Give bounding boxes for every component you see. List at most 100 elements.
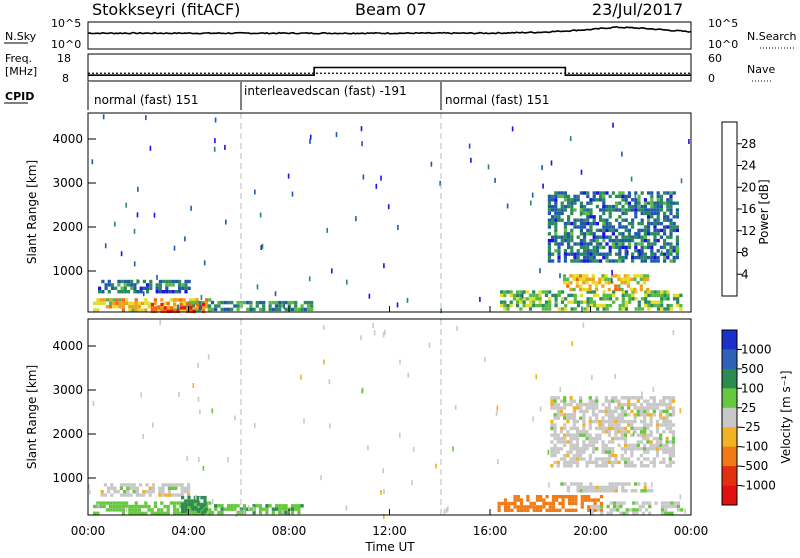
data-cell bbox=[611, 191, 615, 195]
data-cell bbox=[535, 495, 540, 499]
colorbar-tick-label: 500 bbox=[741, 362, 764, 376]
data-cell bbox=[158, 486, 162, 490]
data-cell bbox=[589, 482, 593, 486]
data-cell bbox=[668, 453, 672, 458]
data-cell bbox=[128, 508, 132, 512]
data-cell bbox=[142, 279, 146, 284]
data-cell bbox=[592, 249, 596, 253]
data-cell bbox=[585, 287, 589, 292]
data-cell bbox=[556, 460, 560, 465]
data-cell bbox=[676, 504, 681, 509]
data-cell bbox=[150, 309, 154, 313]
data-cell bbox=[626, 284, 631, 288]
data-cell bbox=[631, 297, 635, 301]
data-cell bbox=[554, 228, 558, 233]
data-cell bbox=[648, 504, 652, 509]
data-cell bbox=[650, 201, 654, 205]
data-cell bbox=[594, 287, 599, 292]
data-cell bbox=[627, 482, 631, 486]
data-cell bbox=[306, 304, 311, 308]
data-cell bbox=[187, 279, 191, 284]
data-cell bbox=[160, 511, 164, 515]
data-cell bbox=[665, 443, 669, 448]
data-cell bbox=[643, 436, 647, 441]
data-cell bbox=[647, 303, 651, 308]
data-cell bbox=[173, 504, 177, 509]
data-cell bbox=[595, 402, 599, 407]
data-cell bbox=[554, 211, 558, 216]
data-cell bbox=[141, 511, 145, 515]
data-cell bbox=[184, 283, 188, 287]
data-cell bbox=[624, 218, 628, 222]
data-cell bbox=[624, 252, 628, 256]
data-cell bbox=[573, 482, 577, 486]
data-cell bbox=[201, 300, 205, 305]
data-cell bbox=[553, 450, 557, 454]
data-cell bbox=[579, 191, 583, 195]
data-cell bbox=[567, 235, 571, 239]
data-cell bbox=[586, 194, 590, 199]
data-cell bbox=[198, 507, 202, 511]
data-cell bbox=[662, 402, 666, 407]
data-cell bbox=[647, 215, 651, 219]
data-cell bbox=[158, 283, 162, 287]
data-cell bbox=[592, 252, 596, 256]
data-cell bbox=[647, 242, 651, 246]
data-cell bbox=[612, 504, 617, 509]
data-cell bbox=[630, 409, 634, 414]
data-cell bbox=[618, 242, 622, 246]
data-cell bbox=[582, 447, 586, 451]
colorbar-swatch bbox=[722, 466, 737, 486]
data-cell bbox=[187, 502, 191, 507]
data-cell bbox=[595, 457, 599, 461]
data-cell bbox=[652, 409, 656, 414]
data-cell bbox=[503, 290, 507, 294]
data-cell bbox=[656, 204, 660, 209]
data-cell bbox=[649, 419, 653, 424]
data-cell bbox=[579, 433, 583, 437]
data-cell bbox=[110, 286, 115, 290]
data-cell bbox=[630, 287, 634, 292]
data-cell bbox=[569, 416, 573, 420]
data-cell bbox=[125, 298, 129, 302]
data-cell bbox=[656, 211, 660, 216]
data-cell bbox=[630, 464, 634, 468]
data-cell bbox=[554, 215, 558, 219]
data-cell bbox=[136, 290, 140, 294]
data-cell bbox=[525, 290, 529, 294]
data-cell bbox=[186, 309, 190, 313]
data-cell bbox=[602, 194, 606, 199]
data-cell bbox=[633, 416, 637, 420]
data-cell bbox=[544, 290, 549, 294]
data-cell bbox=[503, 505, 508, 509]
data-cell bbox=[608, 194, 612, 199]
data-cell bbox=[516, 303, 520, 308]
data-cell bbox=[642, 277, 647, 281]
noise-left-tick-bottom: 10^0 bbox=[51, 38, 81, 51]
data-cell bbox=[593, 508, 597, 512]
data-cell bbox=[656, 259, 660, 263]
data-cell bbox=[137, 508, 141, 512]
data-cell bbox=[579, 416, 583, 420]
data-cell bbox=[558, 495, 562, 499]
data-cell bbox=[663, 245, 667, 250]
data-cell bbox=[666, 242, 670, 246]
data-cell bbox=[666, 225, 670, 229]
data-cell bbox=[663, 218, 667, 222]
data-cell bbox=[656, 303, 661, 308]
data-cell bbox=[569, 402, 573, 407]
data-cell bbox=[618, 252, 622, 256]
data-cell bbox=[528, 297, 533, 301]
data-cell bbox=[563, 191, 567, 195]
velocity-ytick-1000: 1000 bbox=[52, 471, 83, 485]
data-cell bbox=[662, 399, 666, 403]
data-cell bbox=[554, 242, 558, 246]
data-cell bbox=[669, 221, 673, 226]
data-cell bbox=[644, 501, 649, 505]
data-cell bbox=[672, 215, 676, 219]
data-cell bbox=[555, 508, 559, 512]
data-cell bbox=[575, 433, 580, 437]
data-cell bbox=[509, 300, 513, 304]
data-cell bbox=[609, 247, 611, 253]
data-cell bbox=[588, 284, 592, 288]
